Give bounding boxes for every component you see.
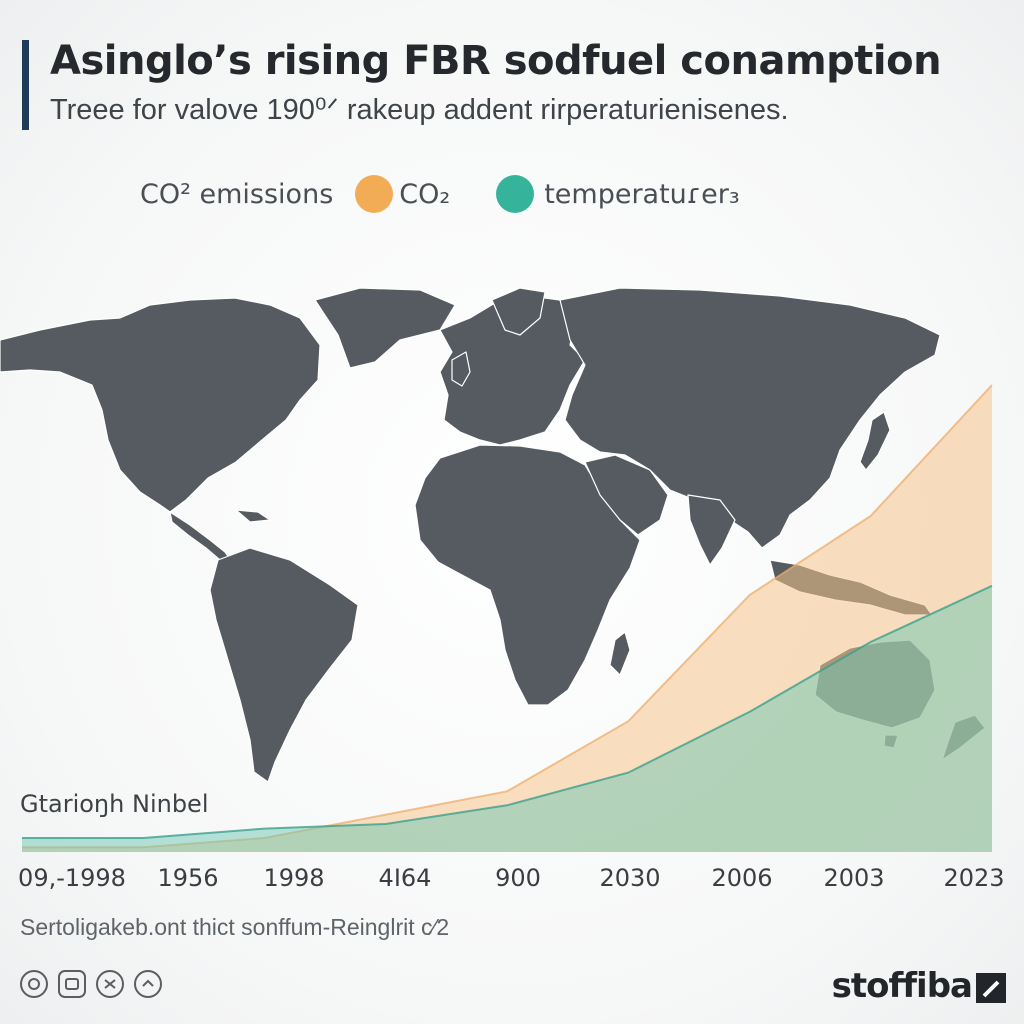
map-caribbean [235,509,271,523]
chart-subtitle: Treee for valove 190⁰ᐟ rakeup addent rir… [50,94,789,126]
map-asia [559,287,941,549]
x-tick-label: 900 [495,864,541,892]
map-arabia [584,454,669,536]
x-tick-label: 1956 [157,864,219,892]
area-series-layer [22,384,993,852]
legend-lead-label: CO² emissions [140,178,334,210]
x-tick-label: 09,-1998 [18,864,126,892]
legend: CO² emissions CO₂ temperatuɾer₃ [140,172,740,216]
chevron-up-icon[interactable] [134,970,162,998]
x-tick-label: 2006 [711,864,773,892]
legend-label-co2: CO₂ [399,178,451,210]
map-india [687,494,736,566]
map-greenland [314,287,456,369]
brand-logo[interactable]: stoffiba [832,966,1006,1006]
title-accent-bar [22,40,29,130]
chart-title: Asinglo’s rising FBR sodfuel conamption [50,38,942,84]
x-tick-label: 2023 [943,864,1005,892]
area-series-temperature [22,585,992,852]
map-madagascar [609,631,631,676]
x-tick-label: 1998 [263,864,325,892]
map-north-america [0,297,321,513]
legend-label-temperature: temperatuɾer₃ [544,178,740,210]
map-label: Gtarioŋh Ninbel [20,790,209,818]
world-map [0,287,986,783]
legend-swatch-temperature [496,175,535,213]
map-japan [859,411,891,471]
x-tick-label: 2030 [599,864,661,892]
legend-swatch-co2 [355,175,394,213]
x-tick-label: 2003 [823,864,885,892]
brand-name: stoffiba [831,966,973,1006]
brand-mark-icon [976,973,1006,1003]
x-axis: 09,-1998 1956 1998 4I64 900 2030 2006 2003 2023 [0,864,1024,904]
image-icon[interactable] [58,970,86,998]
map-central-america [169,511,233,563]
legend-item-temperature: temperatuɾer₃ [496,175,740,213]
map-south-america [209,547,359,783]
scissors-icon[interactable] [96,970,124,998]
map-scandinavia [491,287,546,336]
footer-icons [20,970,162,998]
map-british-isles [451,351,471,387]
x-tick-label: 4I64 [378,864,432,892]
map-africa [414,444,641,706]
copyright-icon[interactable] [20,970,48,998]
line-series-temperature [22,584,993,839]
source-note: Sertoligakeb.ont thict sonffum-Reinglrit… [20,914,450,940]
legend-item-co2: CO₂ [355,175,450,213]
